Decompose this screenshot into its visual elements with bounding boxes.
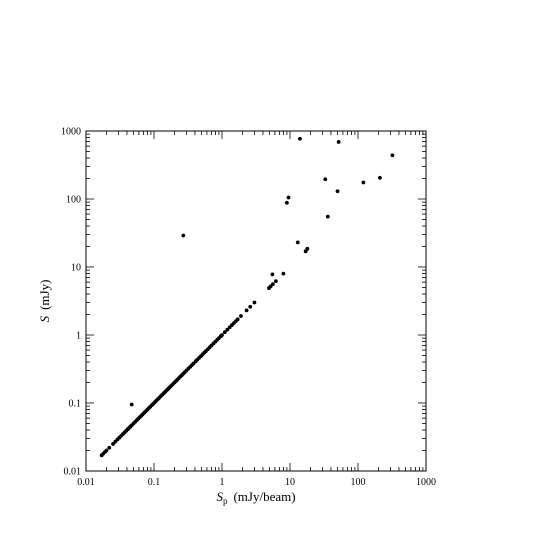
x-tick-label: 0.01	[77, 477, 95, 488]
data-point	[323, 177, 328, 182]
y-tick-label: 100	[66, 195, 81, 206]
data-point	[361, 180, 366, 185]
data-point	[336, 140, 341, 144]
data-point	[252, 300, 257, 305]
data-point	[244, 308, 249, 313]
y-tick-label: 10	[71, 263, 81, 274]
data-point	[239, 314, 243, 318]
x-axis-label-symbol: S	[216, 489, 223, 504]
data-point	[248, 304, 253, 309]
y-tick-label: 1000	[61, 127, 81, 138]
data-point	[305, 246, 310, 251]
data-point	[270, 282, 275, 287]
data-point	[235, 317, 240, 322]
data-point	[181, 233, 186, 238]
data-point	[335, 189, 340, 194]
tick-labels: 0.01 0.1 1 10 100 1000 0.01 0.1 1 10 100 1000	[61, 127, 436, 489]
x-tick-label: 10	[285, 477, 295, 488]
y-tick-label: 0.01	[64, 467, 82, 478]
data-point	[281, 271, 286, 276]
y-tick-label: 1	[76, 331, 81, 342]
data-points	[99, 136, 395, 458]
data-point	[270, 272, 275, 277]
axis-ticks	[85, 130, 427, 472]
x-tick-label: 1	[220, 477, 225, 488]
data-point	[225, 327, 230, 332]
x-axis-label-subscript: p	[223, 496, 228, 506]
data-point	[222, 330, 227, 335]
data-point	[390, 153, 395, 158]
y-axis-label-symbol: S	[37, 315, 52, 322]
data-point	[295, 240, 300, 245]
data-point	[284, 200, 289, 205]
x-tick-label: 1000	[416, 477, 436, 488]
x-tick-label: 100	[351, 477, 366, 488]
x-tick-label: 0.1	[148, 477, 161, 488]
y-tick-label: 0.1	[69, 399, 82, 410]
x-axis-label: Sp (mJy/beam)	[216, 489, 295, 506]
plot-frame	[85, 130, 427, 472]
data-point	[325, 214, 330, 219]
y-axis-label: S (mJy)	[37, 280, 52, 323]
data-point	[104, 448, 109, 453]
data-point	[129, 402, 134, 407]
data-point	[107, 445, 112, 450]
data-point	[298, 136, 302, 141]
data-point	[220, 333, 224, 337]
data-point	[286, 195, 291, 200]
y-axis-label-unit: (mJy)	[37, 280, 52, 310]
data-point	[273, 279, 278, 284]
data-point	[378, 175, 382, 180]
x-axis-label-unit: (mJy/beam)	[233, 489, 295, 504]
